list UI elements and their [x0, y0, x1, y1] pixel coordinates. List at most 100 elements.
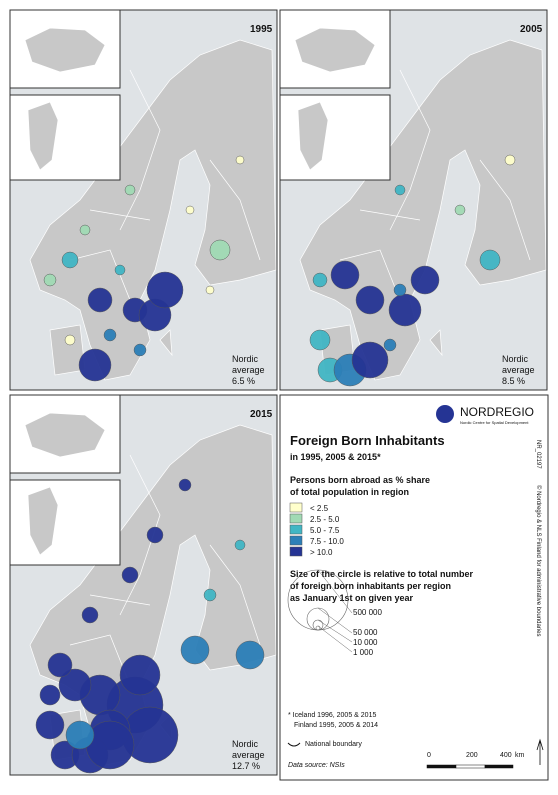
panel-year: 2015 — [250, 409, 273, 420]
region-bubble — [454, 204, 466, 216]
region-bubble — [121, 566, 139, 584]
nordic-average: Nordic — [232, 354, 259, 364]
region-bubble — [79, 224, 91, 236]
map-id: NR_02197 — [535, 440, 541, 469]
class-label: < 2.5 — [310, 504, 329, 513]
class-swatch — [289, 513, 303, 524]
nordic-average: average — [232, 750, 265, 760]
region-bubble — [178, 478, 192, 492]
region-bubble — [410, 265, 440, 295]
size-leader — [317, 607, 353, 634]
scale-bar — [426, 764, 457, 769]
nordic-average: average — [502, 365, 535, 375]
region-bubble — [61, 251, 79, 269]
class-label: 2.5 - 5.0 — [310, 515, 340, 524]
size-leader — [317, 625, 353, 653]
region-bubble — [78, 348, 112, 382]
region-bubble — [234, 539, 246, 551]
size-leader — [317, 619, 353, 643]
panel-year: 1995 — [250, 24, 273, 35]
region-bubble — [312, 272, 328, 288]
boundary-label: National boundary — [305, 741, 362, 748]
nordic-average: average — [232, 365, 265, 375]
class-swatch — [289, 502, 303, 513]
class-swatch — [289, 535, 303, 546]
logo-tagline: Nordic Centre for Spatial Development — [460, 420, 529, 425]
logo-name: NORDREGIO — [460, 405, 534, 419]
nordic-average: 8.5 % — [502, 376, 525, 386]
region-bubble — [65, 720, 95, 750]
region-bubble — [47, 652, 73, 678]
region-bubble — [479, 249, 501, 271]
class-label: 5.0 - 7.5 — [310, 526, 340, 535]
size-label: 1 000 — [353, 648, 374, 657]
region-bubble — [124, 184, 136, 196]
class-label: > 10.0 — [310, 548, 333, 557]
region-bubble — [394, 184, 406, 196]
region-bubble — [203, 588, 217, 602]
nordic-average: Nordic — [502, 354, 529, 364]
nordic-average: 12.7 % — [232, 761, 260, 771]
footnote: * Iceland 1996, 2005 & 2015 — [288, 712, 376, 719]
region-bubble — [209, 239, 231, 261]
size-leader — [317, 569, 353, 614]
region-bubble — [355, 285, 385, 315]
region-bubble — [205, 285, 215, 295]
region-bubble — [146, 526, 164, 544]
scale-bar — [455, 764, 486, 769]
north-arrow — [536, 738, 544, 765]
size-label: 50 000 — [353, 628, 378, 637]
region-bubble — [58, 668, 92, 702]
boundary-symbol — [287, 742, 301, 747]
region-bubble — [35, 710, 65, 740]
scale-label: km — [515, 752, 525, 759]
legend-frame — [279, 394, 549, 781]
legend-title: Foreign Born Inhabitants — [290, 433, 445, 448]
region-bubble — [393, 283, 407, 297]
region-bubble — [388, 293, 422, 327]
region-bubble — [85, 720, 135, 770]
nordic-average: 6.5 % — [232, 376, 255, 386]
region-bubble — [504, 154, 516, 166]
scale-label: 200 — [466, 752, 478, 759]
region-bubble — [235, 155, 245, 165]
footnote: Finland 1995, 2005 & 2014 — [294, 722, 378, 729]
logo-mark — [436, 405, 454, 423]
share-heading: of total population in region — [290, 487, 409, 497]
class-label: 7.5 - 10.0 — [310, 537, 344, 546]
nordic-average: Nordic — [232, 739, 259, 749]
region-bubble — [383, 338, 397, 352]
size-label: 10 000 — [353, 638, 378, 647]
region-bubble — [235, 640, 265, 670]
class-swatch — [289, 524, 303, 535]
size-heading: Size of the circle is relative to total … — [290, 569, 474, 579]
region-bubble — [87, 287, 113, 313]
region-bubble — [114, 264, 126, 276]
region-bubble — [309, 329, 331, 351]
region-bubble — [119, 654, 161, 696]
region-bubble — [185, 205, 195, 215]
class-swatch — [289, 546, 303, 557]
panel-year: 2005 — [520, 24, 543, 35]
region-bubble — [39, 684, 61, 706]
region-bubble — [43, 273, 57, 287]
scale-label: 400 — [500, 752, 512, 759]
copyright: © Nordregio & NLS Finland for administra… — [535, 485, 542, 637]
size-heading: as January 1st on given year — [290, 593, 414, 603]
scale-bar — [484, 764, 514, 769]
region-bubble — [146, 271, 184, 309]
region-bubble — [64, 334, 76, 346]
region-bubble — [330, 260, 360, 290]
scale-label: 0 — [427, 752, 431, 759]
region-bubble — [103, 328, 117, 342]
region-bubble — [180, 635, 210, 665]
share-heading: Persons born abroad as % share — [290, 475, 430, 485]
region-bubble — [81, 606, 99, 624]
legend-subtitle: in 1995, 2005 & 2015* — [290, 452, 381, 462]
